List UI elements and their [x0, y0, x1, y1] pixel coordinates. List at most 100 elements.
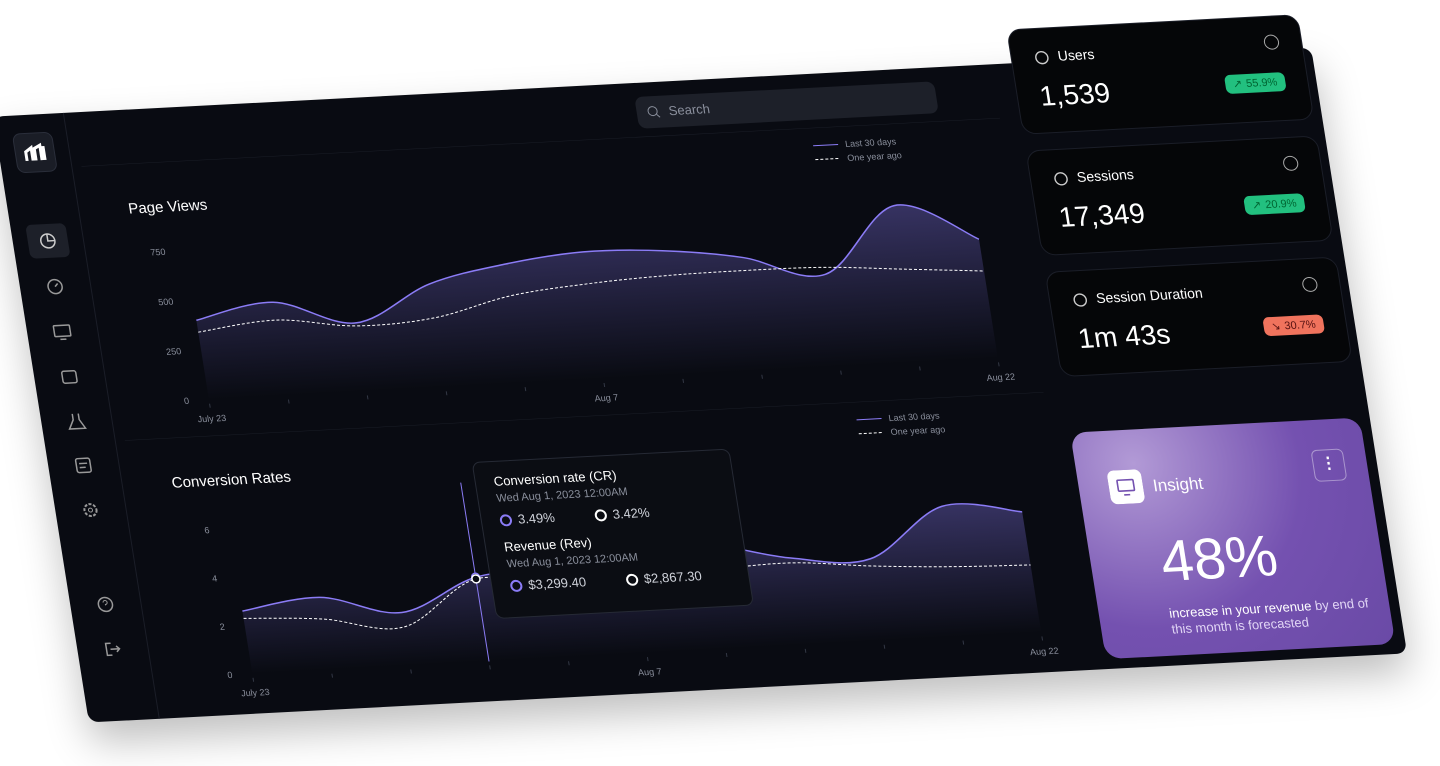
nav-settings[interactable] [75, 496, 105, 523]
stat-info [1301, 276, 1319, 293]
insight-text: increase in your revenue by end of this … [1168, 595, 1383, 638]
y-tick-label: 2 [219, 622, 226, 632]
stat-label: Sessions [1075, 166, 1135, 185]
divider [81, 117, 1001, 167]
stat-change-text: 30.7% [1283, 318, 1317, 333]
legend-swatch [815, 157, 841, 161]
x-tick [761, 374, 763, 379]
stat-value: 1m 43s [1075, 318, 1173, 355]
insight-menu[interactable]: ⋮ [1310, 448, 1348, 482]
sidebar [0, 112, 160, 723]
stat-icon-shape [1073, 293, 1088, 307]
tooltip-value: 3.42% [611, 504, 651, 522]
tooltip-dot [625, 573, 639, 587]
stat-label: Session Duration [1094, 284, 1204, 307]
logo [11, 131, 58, 174]
x-tick [997, 362, 1000, 367]
insight-card: Insight ⋮ 48% increase in your revenue b… [1070, 417, 1396, 660]
x-tick [568, 661, 570, 666]
stat-change-text: 20.9% [1264, 197, 1298, 212]
nav-logout[interactable] [97, 636, 127, 663]
nav-lab[interactable] [61, 407, 91, 434]
page-views-chart: Page Views 0 250 500 750 July 23 Aug 7 Aug 22 La… [81, 117, 1016, 424]
x-tick [962, 640, 965, 645]
chart-tooltip: Conversion rate (CR) Wed Aug 1, 2023 12:0… [471, 448, 755, 619]
search-box[interactable]: Search [634, 81, 939, 129]
hover-line [460, 482, 490, 662]
nav-speed[interactable] [40, 273, 70, 300]
search-icon [647, 106, 661, 118]
x-tick [252, 677, 255, 682]
stat-info [1262, 34, 1281, 50]
x-tick [646, 657, 649, 662]
y-tick-label: 250 [165, 346, 182, 357]
stat-icon [1073, 293, 1088, 307]
nav-analytics[interactable] [25, 223, 71, 259]
trend-arrow: ↘ [1270, 320, 1282, 333]
stat-icon-shape [1054, 172, 1068, 186]
nav-bag[interactable] [54, 362, 84, 389]
tooltip-dot [509, 579, 524, 593]
y-tick-label: 4 [211, 573, 218, 583]
stat-value: 1,539 [1037, 77, 1113, 112]
x-tick [410, 669, 412, 674]
y-tick-label: 0 [183, 396, 190, 406]
insight-value: 48% [1155, 523, 1282, 594]
x-tick [682, 378, 685, 383]
stat-card: Users 1,539 ↗ 55.9% [1006, 14, 1315, 135]
x-tick [1041, 636, 1044, 641]
legend-label: One year ago [890, 424, 946, 437]
hover-point [471, 574, 481, 584]
x-tick [489, 665, 491, 670]
x-tick [919, 366, 921, 371]
logo-icon [24, 142, 47, 161]
stat-change: ↗ 55.9% [1223, 72, 1287, 95]
stat-card: Session Duration 1m 43s ↘ 30.7% [1044, 256, 1353, 378]
stat-icon-shape [1035, 50, 1049, 65]
tooltip-value: $2,867.30 [642, 568, 703, 587]
tooltip-row: $3,299.40 $2,867.30 [509, 567, 731, 593]
trend-arrow: ↗ [1232, 78, 1244, 91]
x-tick [524, 387, 527, 392]
tooltip-dot [499, 514, 513, 527]
legend-swatch [858, 431, 884, 435]
line [198, 266, 985, 333]
x-tick-label: July 23 [197, 413, 227, 424]
tooltip-value: 3.49% [516, 509, 556, 527]
y-tick-label: 0 [227, 670, 234, 680]
x-tick [725, 652, 728, 657]
x-tick [287, 399, 290, 404]
stat-icon [1035, 50, 1049, 65]
insight-title: Insight [1151, 473, 1205, 496]
stat-change-text: 55.9% [1245, 76, 1279, 90]
stat-card: Sessions 17,349 ↗ 20.9% [1025, 135, 1334, 256]
dashboard: Search Page Views 0 250 500 750 July 23 Aug 7 A… [0, 14, 1408, 723]
x-tick [366, 395, 369, 400]
tooltip-row: 3.49% 3.42% [499, 501, 721, 527]
x-tick [445, 391, 448, 396]
x-tick [209, 403, 211, 408]
legend-swatch [856, 418, 882, 421]
search-placeholder: Search [667, 101, 711, 119]
stat-value: 17,349 [1056, 197, 1148, 233]
tooltip-value: $3,299.40 [527, 574, 588, 593]
trend-arrow: ↗ [1251, 199, 1263, 212]
x-tick-label: July 23 [240, 687, 270, 698]
nav-monitor[interactable] [47, 318, 77, 345]
stat-change: ↘ 30.7% [1261, 314, 1326, 337]
tooltip-item: $3,299.40 [509, 574, 587, 593]
x-tick [804, 648, 807, 653]
divider [124, 392, 1044, 441]
tooltip-dot [593, 509, 608, 522]
nav-notes[interactable] [68, 452, 98, 479]
legend-swatch [813, 143, 839, 147]
x-tick-label: Aug 7 [637, 666, 662, 677]
legend-label: One year ago [847, 150, 903, 163]
x-tick-label: Aug 22 [1029, 646, 1059, 657]
x-tick [603, 382, 606, 388]
tooltip-item: $2,867.30 [625, 568, 703, 587]
legend-label: Last 30 days [844, 136, 897, 149]
nav-help[interactable] [90, 591, 120, 618]
chart-title: Page Views [127, 197, 208, 218]
